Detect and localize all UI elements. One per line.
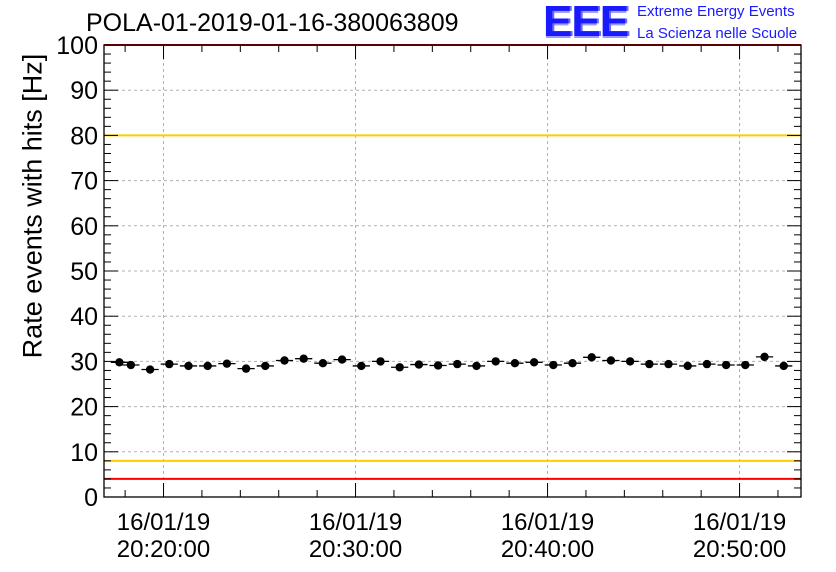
data-point [645, 359, 654, 369]
data-point [741, 360, 750, 370]
data-point [721, 360, 731, 370]
data-point [568, 359, 577, 368]
x-tick-label-time: 20:40:00 [501, 536, 594, 563]
data-point [184, 361, 193, 371]
data-point [625, 357, 635, 366]
data-point [203, 361, 212, 371]
data-point [241, 364, 251, 373]
y-tick-label: 0 [84, 484, 98, 512]
data-point [337, 355, 347, 364]
data-point [115, 358, 124, 367]
data-point [760, 352, 769, 362]
data-point [606, 356, 616, 365]
x-tick-label-date: 16/01/19 [501, 509, 594, 536]
data-point [261, 361, 270, 371]
y-tick-label: 20 [70, 394, 98, 422]
x-tick-label-time: 20:50:00 [693, 536, 786, 563]
y-tick-label: 80 [70, 122, 98, 150]
y-axis-label: Rate events with hits [Hz] [17, 53, 48, 359]
data-point [779, 361, 788, 371]
data-point [376, 357, 385, 366]
y-tick-label: 60 [70, 213, 98, 241]
y-tick-label: 50 [70, 258, 98, 286]
x-tick-label-time: 20:20:00 [117, 536, 210, 563]
data-point [491, 357, 500, 366]
y-tick-label: 40 [70, 303, 98, 331]
logo-line2: La Scienza nelle Scuole [637, 25, 798, 42]
y-tick-label: 90 [70, 77, 98, 105]
x-tick-label-date: 16/01/19 [693, 509, 786, 536]
data-point [318, 359, 328, 368]
data-point [664, 359, 673, 369]
x-tick-label-date: 16/01/19 [117, 509, 210, 536]
data-point [529, 358, 539, 367]
data-point [683, 361, 692, 371]
chart-title: POLA-01-2019-01-16-380063809 [86, 9, 459, 37]
x-tick-label-date: 16/01/19 [309, 509, 402, 536]
data-point [126, 360, 136, 370]
data-point [280, 356, 289, 365]
data-point [549, 360, 558, 370]
y-tick-label: 100 [56, 32, 98, 60]
y-tick-label: 70 [70, 168, 98, 196]
eee-logo: EEE [543, 0, 629, 46]
logo-line1: Extreme Energy Events [637, 3, 795, 20]
data-point [587, 353, 596, 362]
data-point [472, 361, 481, 371]
data-point [453, 359, 462, 369]
data-point [510, 359, 520, 368]
x-tick-label-time: 20:30:00 [309, 536, 402, 563]
data-point [299, 354, 308, 363]
data-point [222, 359, 232, 368]
y-tick-label: 10 [70, 439, 98, 467]
y-tick-label: 30 [70, 348, 98, 376]
data-point [145, 365, 155, 374]
data-point [702, 359, 712, 369]
data-point [414, 360, 424, 369]
data-point [433, 361, 443, 370]
data-point [357, 361, 366, 371]
data-point [165, 359, 174, 369]
data-point [395, 363, 404, 372]
